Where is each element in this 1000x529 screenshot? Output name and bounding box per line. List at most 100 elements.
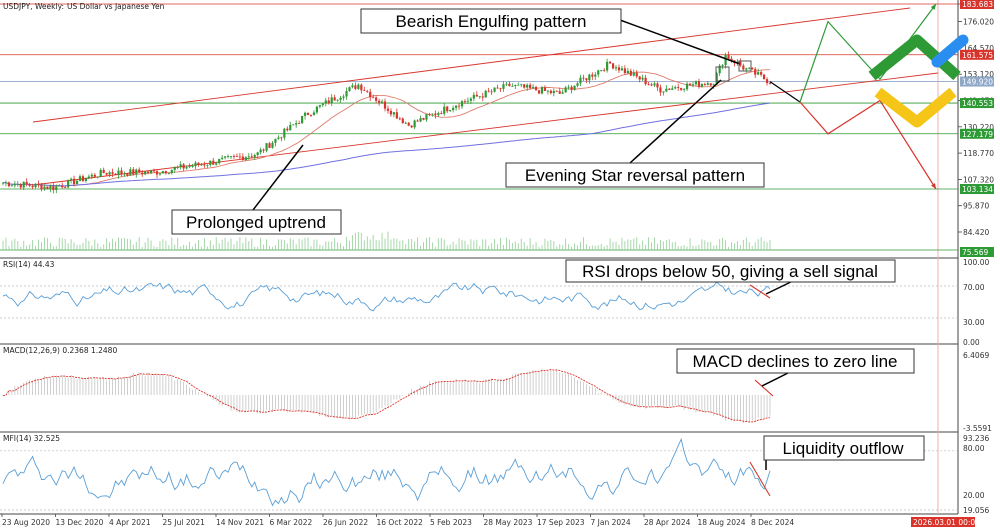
candle-body [520, 84, 523, 86]
candle-body [102, 169, 105, 173]
candle-body [656, 83, 659, 88]
candle-body [617, 67, 621, 71]
price-tag [960, 128, 994, 139]
candle-body [158, 173, 162, 175]
candle-body [576, 83, 579, 86]
candle-body [372, 97, 375, 99]
candle-body [40, 184, 43, 190]
candle-body [81, 176, 85, 181]
candle-body [283, 128, 286, 138]
price-tag [960, 49, 994, 60]
candle-body [742, 65, 745, 70]
candle-body [534, 86, 538, 91]
macd-axis-label: -3.5591 [963, 424, 992, 433]
candle-body [280, 137, 283, 139]
price-levels [0, 3, 958, 251]
candle-body [31, 185, 34, 188]
candle-body [170, 169, 173, 174]
candle-body [179, 164, 182, 168]
candle-body [348, 87, 351, 92]
candle-body [61, 185, 64, 188]
candle-body [78, 176, 82, 181]
time-tick-label: 28 May 2023 [484, 518, 533, 527]
candle-body [218, 158, 221, 164]
candle-body [105, 172, 108, 175]
candle-body [321, 103, 324, 106]
candle-body [58, 185, 61, 187]
price-tag-label: 140.553 [962, 99, 993, 108]
candle-body [369, 91, 372, 98]
forecast-bearish-line-head [931, 183, 936, 190]
candle-body [55, 186, 58, 190]
candle-body [665, 88, 668, 92]
candle-body [185, 167, 188, 169]
annotation-uptrend: Prolonged uptrend [171, 144, 342, 235]
candle-body [247, 156, 250, 158]
candle-body [363, 90, 366, 92]
candle-body [472, 94, 475, 99]
candle-body [357, 84, 360, 89]
annotation-macd-text: MACD declines to zero line [692, 352, 897, 371]
candle-body [383, 101, 387, 109]
candle-body [721, 65, 724, 66]
candle-body [386, 108, 390, 111]
candle-body [499, 88, 502, 90]
candle-body [126, 173, 129, 176]
candle-body [229, 156, 233, 157]
candle-body [259, 149, 262, 153]
price-tag-label: 127.179 [962, 130, 993, 139]
candle-body [671, 88, 674, 90]
volume-bars [2, 231, 771, 250]
candle-body [650, 84, 653, 86]
candle-body [697, 81, 701, 87]
candle-body [289, 124, 292, 131]
candle-body [449, 110, 452, 112]
candle-body [404, 122, 407, 124]
forecast-bullish-line-head [930, 4, 936, 10]
candle-body [434, 113, 437, 116]
rsi-line [2, 281, 771, 312]
candle-body [626, 70, 629, 74]
candle-body [591, 74, 594, 77]
candle-body [209, 160, 212, 165]
candle-body [226, 156, 230, 157]
price-tag [960, 0, 994, 9]
time-tick-label: 14 Nov 2021 [216, 518, 264, 527]
candle-body [49, 185, 52, 189]
candle-body [440, 113, 443, 114]
candle-body [176, 167, 179, 168]
annotation-rsi-text: RSI drops below 50, giving a sell signal [582, 262, 878, 281]
candle-body [167, 173, 170, 174]
time-tick-label: 26 Jun 2022 [323, 518, 368, 527]
time-tick-label: 28 Apr 2024 [644, 518, 691, 527]
rsi-axis-label: 70.00 [963, 283, 985, 292]
time-axis: 23 Aug 2020 13 Dec 2020 4 Apr 2021 25 Jul 2… [1, 514, 980, 527]
time-tick-label: 16 Oct 2022 [377, 518, 424, 527]
annotation-evening-star-text: Evening Star reversal pattern [525, 166, 745, 185]
candle-body [597, 70, 600, 75]
candle-body [203, 164, 206, 166]
mfi-axis-label: 20.00 [963, 491, 985, 500]
candle-body [683, 89, 686, 90]
candle-body [22, 181, 25, 188]
candle-body [674, 87, 677, 89]
candle-body [93, 174, 96, 177]
candle-body [730, 58, 733, 61]
candle-body [647, 84, 650, 85]
price-tag-label: 183.683 [962, 0, 993, 9]
candle-body [425, 114, 428, 120]
price-tag [960, 98, 994, 109]
candle-body [161, 171, 165, 174]
candle-body [16, 184, 19, 185]
price-tag [960, 76, 994, 87]
candle-body [706, 83, 709, 85]
candle-body [7, 182, 11, 187]
candle-body [232, 156, 236, 157]
candle-body [114, 173, 117, 176]
candle-body [155, 171, 159, 175]
candle-body [629, 70, 632, 76]
candle-body [117, 170, 120, 176]
candlesticks [1, 51, 772, 194]
time-tick-label: 5 Feb 2023 [430, 518, 472, 527]
price-tag-label: 149.920 [962, 78, 993, 87]
